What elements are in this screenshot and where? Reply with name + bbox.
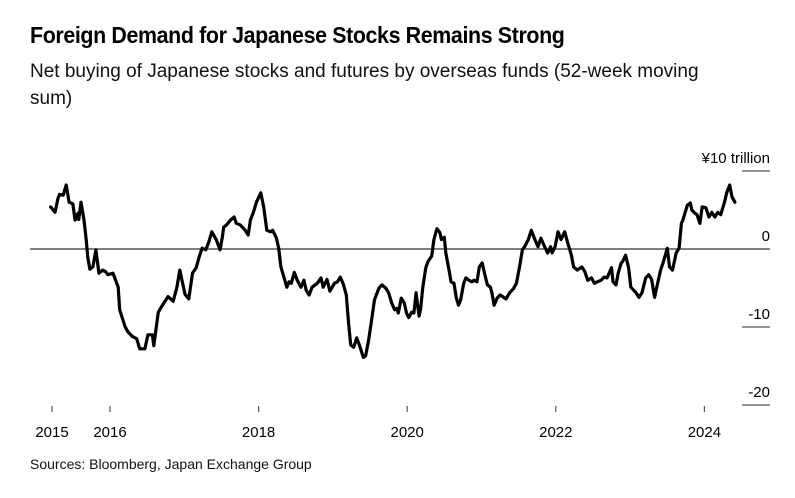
y-tick-label: ¥10 trillion: [701, 150, 770, 167]
x-tick-label: 2020: [391, 424, 424, 441]
y-tick-label: -20: [748, 384, 770, 401]
chart-subtitle: Net buying of Japanese stocks and future…: [30, 61, 699, 109]
series-group: [49, 183, 737, 359]
source-note: Sources: Bloomberg, Japan Exchange Group: [30, 456, 312, 472]
x-tick-label: 2022: [539, 424, 572, 441]
y-tick-label: -10: [748, 306, 770, 323]
x-axis: 2015 2016 2018 2020 2022 2024: [35, 406, 721, 441]
x-tick-label: 2018: [242, 424, 275, 441]
x-tick-label: 2015: [35, 424, 68, 441]
series-line: [49, 183, 737, 359]
x-tick-label: 2016: [93, 424, 126, 441]
chart-title: Foreign Demand for Japanese Stocks Remai…: [30, 22, 565, 48]
y-axis: ¥10 trillion 0 -10 -20: [701, 150, 770, 406]
y-tick-label: 0: [762, 228, 770, 245]
x-tick-label: 2024: [688, 424, 721, 441]
